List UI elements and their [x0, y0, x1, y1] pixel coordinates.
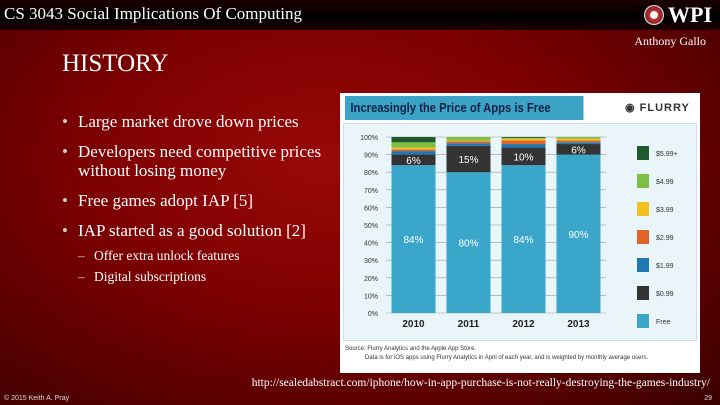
stacked-bar-chart: 0% 10% 20% 30% 40% 50% 60% 70% 80% 90% 100% 84% 6% 20… [360, 135, 678, 330]
sub-bullet: Offer extra unlock features [62, 245, 342, 266]
course-title: CS 3043 Social Implications Of Computing [4, 4, 302, 23]
bar-segment [501, 138, 546, 141]
legend-swatch [637, 314, 649, 328]
legend-swatch [637, 174, 649, 188]
data-label: 10% [513, 152, 533, 163]
y-tick-label: 30% [364, 258, 378, 265]
y-tick-label: 20% [364, 276, 378, 283]
bar-segment [446, 140, 491, 142]
bar-segment [501, 144, 546, 148]
slide-title: HISTORY [62, 50, 169, 77]
bar-segment [446, 141, 491, 144]
bar-segment [391, 147, 436, 150]
legend-label: Free [656, 319, 671, 326]
x-tick-label: 2010 [402, 319, 425, 330]
bar-segment [391, 149, 436, 152]
legend-label: $2.99 [656, 235, 674, 242]
flurry-brand: FLURRY [639, 102, 690, 114]
y-tick-label: 50% [364, 223, 378, 230]
bar-segment [446, 143, 491, 146]
bullet: Developers need competitive prices witho… [62, 142, 342, 180]
data-label: 90% [568, 230, 588, 241]
data-label: 6% [571, 145, 586, 156]
legend-label: $3.99 [656, 207, 674, 214]
chart-source: Source: Flurry Analytics and the Apple A… [345, 345, 648, 363]
legend-swatch [637, 286, 649, 300]
legend-swatch [637, 230, 649, 244]
seal-icon [644, 5, 664, 25]
y-tick-label: 0% [368, 311, 378, 318]
source-note: Data is for iOS apps using Flurry Analyt… [365, 355, 649, 361]
author: Anthony Gallo [634, 34, 706, 48]
y-tick-label: 70% [364, 188, 378, 195]
y-tick-label: 40% [364, 241, 378, 248]
legend-label: $4.99 [656, 179, 674, 186]
bar-segment [556, 154, 601, 313]
legend-swatch [637, 146, 649, 160]
bullet: Free games adopt IAP [5] [62, 191, 342, 210]
data-label: 80% [458, 239, 478, 250]
y-tick-label: 90% [364, 153, 378, 160]
legend-label: $0.99 [656, 291, 674, 298]
sub-bullet: Digital subscriptions [62, 266, 342, 287]
bar-segment [391, 165, 436, 313]
bar-segment [501, 137, 546, 138]
bar-segment [391, 137, 436, 143]
y-tick-label: 60% [364, 205, 378, 212]
legend-label: $5.99+ [656, 151, 678, 158]
source-link[interactable]: http://sealedabstract.com/iphone/how-in-… [251, 377, 710, 389]
bar-segment [556, 138, 601, 141]
bar-segment [501, 165, 546, 313]
bullet: Large market drove down prices [62, 112, 342, 131]
bar-segment [556, 144, 601, 155]
legend-label: $1.99 [656, 263, 674, 270]
chart-body: 0% 10% 20% 30% 40% 50% 60% 70% 80% 90% 100% 84% 6% 20… [343, 123, 697, 341]
bar-segment [391, 142, 436, 148]
bar-segment [446, 137, 491, 141]
bar-segment [446, 145, 491, 173]
bar-segment [556, 137, 601, 139]
data-label: 84% [403, 235, 423, 246]
bar-segment [391, 154, 436, 166]
bar-segment [501, 147, 546, 166]
logo-text: WPI [668, 2, 712, 27]
top-bar [0, 0, 720, 30]
bar-segment [556, 142, 601, 145]
data-label: 15% [458, 155, 478, 166]
bar-segment [501, 137, 546, 139]
y-tick-label: 100% [360, 135, 378, 142]
x-tick-label: 2011 [458, 319, 480, 330]
wpi-logo: WPI [644, 2, 712, 28]
chart-title: Increasingly the Price of Apps is Free [345, 96, 584, 120]
bar-segment [391, 151, 436, 155]
chart-image: Increasingly the Price of Apps is Free ◉… [340, 93, 700, 373]
data-label: 6% [406, 156, 421, 167]
bar-segment [556, 140, 601, 143]
bullet: IAP started as a good solution [2] [62, 221, 342, 240]
bullet-list: Large market drove down prices Developer… [62, 112, 342, 293]
source-line: Source: Flurry Analytics and the Apple A… [345, 346, 477, 352]
x-tick-label: 2012 [512, 319, 535, 330]
flurry-logo: ◉ FLURRY [625, 102, 690, 114]
x-tick-label: 2013 [567, 319, 590, 330]
y-tick-label: 10% [364, 293, 378, 300]
legend-swatch [637, 202, 649, 216]
copyright: © 2015 Keith A. Pray [4, 395, 70, 402]
bar-segment [446, 172, 491, 313]
bar-segment [501, 140, 546, 145]
data-label: 84% [513, 235, 533, 246]
page-number: 29 [704, 395, 712, 402]
legend-swatch [637, 258, 649, 272]
y-tick-label: 80% [364, 170, 378, 177]
